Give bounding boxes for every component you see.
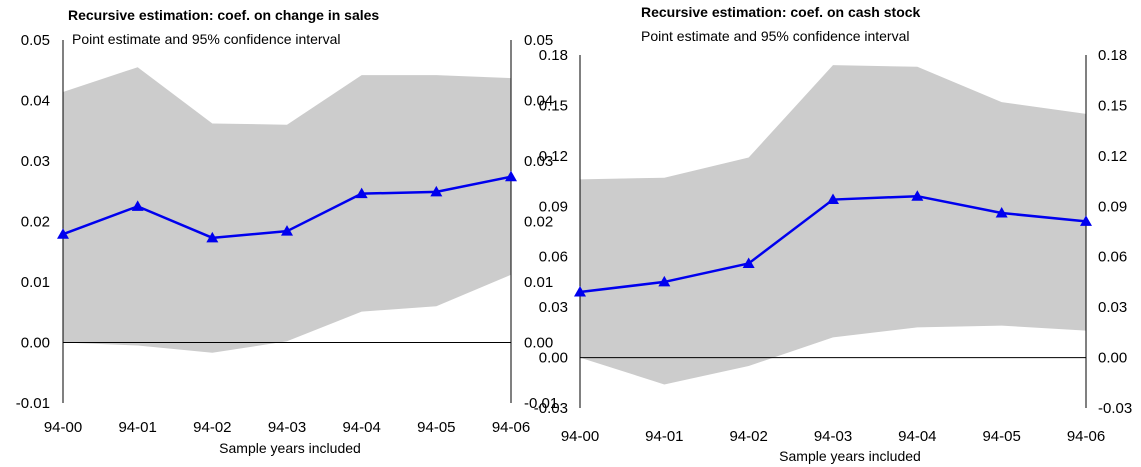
x-tick-label: 94-00	[561, 428, 599, 445]
data-point-marker	[995, 207, 1008, 218]
data-point-marker	[355, 187, 368, 199]
y-tick-label-left: 0.01	[21, 274, 50, 291]
y-tick-label-left: 0.02	[21, 214, 50, 231]
x-tick-label: 94-00	[44, 419, 82, 436]
y-tick-label-right: -0.01	[524, 395, 558, 412]
y-tick-label-right: 0.03	[1098, 299, 1127, 316]
chart-2: 0.18 0.18 0.15 0.15 0.12 0.12 0.09 0.09 0.06 0.06…	[534, 4, 1132, 464]
data-point-marker	[57, 228, 69, 239]
data-point-marker	[430, 185, 443, 197]
chart-subtitle: Point estimate and 95% confidence interv…	[72, 31, 341, 47]
y-tick-label-right: 0.03	[524, 153, 553, 170]
x-tick-label: 94-01	[118, 419, 156, 436]
y-tick-label-right: 0.00	[524, 335, 553, 352]
data-point-marker	[1080, 215, 1092, 226]
x-tick-label: 94-04	[342, 419, 380, 436]
y-tick-label-left: -0.03	[534, 400, 568, 417]
y-tick-label-right: 0.18	[1098, 47, 1127, 64]
y-tick-label-left: 0.12	[539, 148, 568, 165]
x-tick-label: 94-02	[193, 419, 231, 436]
data-point-marker	[742, 257, 755, 268]
data-point-marker	[658, 275, 671, 287]
y-tick-label-right: 0.02	[524, 214, 553, 231]
x-tick-label: 94-04	[898, 428, 936, 445]
x-axis-label: Sample years included	[219, 440, 361, 456]
y-tick-label-left: 0.18	[539, 47, 568, 64]
y-tick-label-right: 0.00	[1098, 350, 1127, 367]
y-tick-label-right: 0.01	[524, 274, 553, 291]
y-tick-label-left: 0.15	[539, 97, 568, 114]
x-tick-label: 94-01	[645, 428, 683, 445]
y-tick-label-right: 0.15	[1098, 97, 1127, 114]
x-tick-label: 94-03	[814, 428, 852, 445]
data-point-marker	[131, 200, 144, 211]
y-tick-label-left: 0.04	[21, 93, 50, 110]
y-tick-label-left: 0.09	[539, 198, 568, 215]
y-tick-label-left: 0.03	[21, 153, 50, 170]
y-tick-label-right: -0.03	[1098, 400, 1132, 417]
confidence-band	[580, 65, 1086, 385]
y-tick-label-left: 0.06	[539, 249, 568, 266]
y-tick-label-right: 0.05	[524, 32, 553, 49]
y-tick-label-left: 0.03	[539, 299, 568, 316]
x-tick-label: 94-06	[1067, 428, 1105, 445]
y-tick-label-right: 0.04	[524, 93, 553, 110]
chart-1: 0.05 0.05 0.04 0.04 0.03 0.03 0.02 0.02 0.01 0.01…	[16, 7, 558, 456]
x-axis-label: Sample years included	[779, 448, 921, 464]
x-tick-label: 94-05	[417, 419, 455, 436]
data-point-marker	[505, 170, 517, 182]
y-tick-label-left: 0.00	[539, 350, 568, 367]
x-tick-label: 94-06	[492, 419, 530, 436]
data-point-marker	[574, 286, 586, 297]
y-tick-label-left: -0.01	[16, 395, 50, 412]
y-tick-label-right: 0.12	[1098, 148, 1127, 165]
y-tick-label-right: 0.06	[1098, 249, 1127, 266]
data-point-marker	[911, 190, 924, 201]
data-point-marker	[206, 231, 219, 243]
confidence-band	[63, 67, 511, 353]
y-tick-label-left: 0.00	[21, 335, 50, 352]
data-point-marker	[827, 193, 839, 205]
chart-title: Recursive estimation: coef. on change in…	[68, 7, 379, 23]
x-tick-label: 94-05	[982, 428, 1020, 445]
y-tick-label-left: 0.05	[21, 32, 50, 49]
data-point-marker	[281, 225, 293, 236]
x-tick-label: 94-03	[268, 419, 306, 436]
chart-subtitle: Point estimate and 95% confidence interv…	[641, 28, 910, 44]
y-tick-label-right: 0.09	[1098, 198, 1127, 215]
chart-title: Recursive estimation: coef. on cash stoc…	[641, 4, 921, 20]
x-tick-label: 94-02	[729, 428, 767, 445]
